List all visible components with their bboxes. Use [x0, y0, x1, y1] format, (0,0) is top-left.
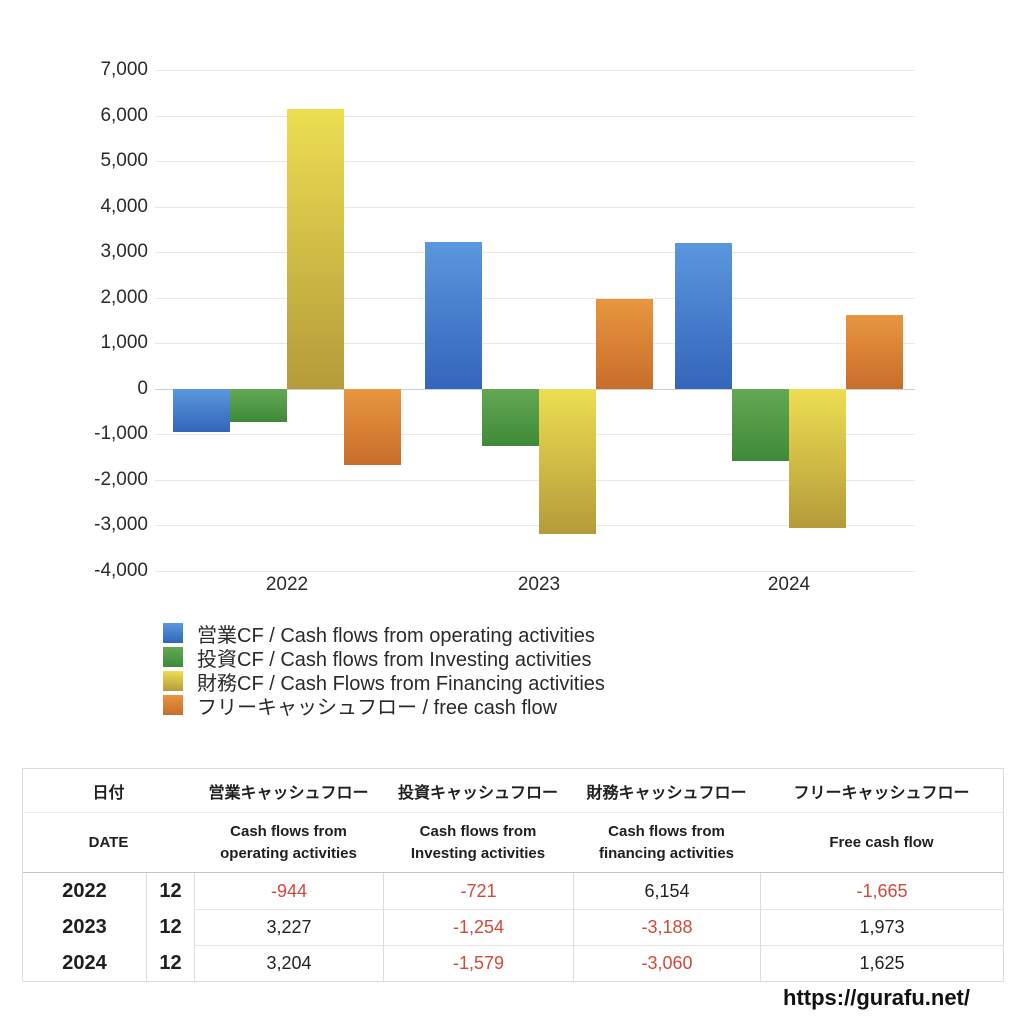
- table-value-2023-operating: 3,227: [194, 909, 383, 945]
- y-tick-label: -1,000: [94, 423, 148, 445]
- table-year-2024: 2024: [62, 951, 107, 974]
- table-value-2022-operating: -944: [194, 873, 383, 909]
- site-url-link[interactable]: https://gurafu.net/: [783, 985, 970, 1010]
- table-value-2022-financing: 6,154: [573, 873, 760, 909]
- y-tick-label: -3,000: [94, 514, 148, 536]
- table-value-2024-financing: -3,060: [573, 945, 760, 981]
- gridline: [155, 206, 915, 208]
- table-value-2024-operating: 3,204: [194, 945, 383, 981]
- y-tick-label: 6,000: [100, 104, 148, 126]
- table-value-2024-free: 1,625: [760, 945, 1003, 981]
- legend-item-operating: 営業CF / Cash flows from operating activit…: [163, 621, 605, 647]
- gridline: [155, 343, 915, 345]
- legend-swatch-free-icon: [163, 695, 183, 715]
- table-value-2023-free: 1,973: [760, 909, 1003, 945]
- gridline: [155, 571, 915, 572]
- legend-item-investing: 投資CF / Cash flows from Investing activit…: [163, 645, 605, 671]
- bar-operating-2022: [173, 388, 230, 432]
- y-tick-label: -2,000: [94, 468, 148, 490]
- table-value-2024-investing: -1,579: [383, 945, 573, 981]
- y-tick-label: 0: [137, 377, 148, 399]
- table-header-operating-jp: 営業キャッシュフロー: [194, 769, 383, 813]
- legend-label-investing: 投資CF / Cash flows from Investing activit…: [197, 648, 592, 671]
- x-tick-label-2024: 2024: [767, 574, 811, 595]
- table-value-2022-investing: -721: [383, 873, 573, 909]
- legend-label-free: フリーキャッシュフロー / free cash flow: [197, 696, 558, 719]
- bar-free-2024: [846, 314, 903, 389]
- table-month-2024: 12: [146, 945, 194, 981]
- table-year-2022: 2022: [62, 879, 107, 902]
- bar-investing-2022: [230, 388, 287, 422]
- table-header-free-en: Free cash flow: [760, 813, 1003, 873]
- table-value-2023-investing: -1,254: [383, 909, 573, 945]
- table-month-2022: 12: [146, 873, 194, 909]
- legend-swatch-operating-icon: [163, 623, 183, 643]
- chart-legend: 営業CF / Cash flows from operating activit…: [163, 621, 605, 719]
- y-tick-label: 7,000: [100, 59, 148, 80]
- x-tick-label-2023: 2023: [517, 574, 561, 595]
- table-year-2023: 2023: [62, 915, 107, 938]
- gridline: [155, 161, 915, 163]
- bar-financing-2024: [789, 388, 846, 529]
- gridline: [155, 479, 915, 481]
- bar-investing-2024: [732, 388, 789, 461]
- bar-financing-2022: [287, 108, 344, 389]
- gridline: [155, 525, 915, 527]
- table-month-2023: 12: [146, 909, 194, 945]
- cash-flow-table: 日付 営業キャッシュフロー 投資キャッシュフロー 財務キャッシュフロー フリーキ…: [22, 768, 1004, 982]
- y-tick-label: 1,000: [100, 332, 148, 354]
- table-header-date-en: DATE: [23, 813, 194, 873]
- bar-operating-2023: [425, 241, 482, 389]
- legend-label-financing: 財務CF / Cash Flows from Financing activit…: [197, 672, 605, 695]
- table-value-2022-free: -1,665: [760, 873, 1003, 909]
- plot-area: [155, 70, 915, 572]
- gridline: [155, 297, 915, 299]
- legend-swatch-financing-icon: [163, 671, 183, 691]
- table-header-investing-jp: 投資キャッシュフロー: [383, 769, 573, 813]
- y-tick-label: 4,000: [100, 195, 148, 217]
- legend-swatch-investing-icon: [163, 647, 183, 667]
- table-header-financing-jp: 財務キャッシュフロー: [573, 769, 760, 813]
- bar-investing-2023: [482, 388, 539, 446]
- bar-financing-2023: [539, 388, 596, 534]
- table-header-operating-en: Cash flows from operating activities: [194, 813, 383, 873]
- legend-item-free: フリーキャッシュフロー / free cash flow: [163, 693, 605, 719]
- table-header-date-jp: 日付: [23, 769, 194, 813]
- table-value-2023-financing: -3,188: [573, 909, 760, 945]
- gridline: [155, 115, 915, 117]
- y-tick-label: 3,000: [100, 241, 148, 263]
- legend-label-operating: 営業CF / Cash flows from operating activit…: [197, 624, 595, 647]
- table-header-financing-en: Cash flows from financing activities: [573, 813, 760, 873]
- legend-item-financing: 財務CF / Cash Flows from Financing activit…: [163, 669, 605, 695]
- y-tick-label: -4,000: [94, 560, 148, 581]
- bar-free-2022: [344, 388, 401, 465]
- x-tick-label-2022: 2022: [265, 574, 309, 595]
- y-tick-label: 2,000: [100, 286, 148, 308]
- y-tick-label: 5,000: [100, 150, 148, 172]
- table-header-free-jp: フリーキャッシュフロー: [760, 769, 1003, 813]
- bar-operating-2024: [675, 242, 732, 389]
- table-header-investing-en: Cash flows from Investing activities: [383, 813, 573, 873]
- y-axis-labels: 7,000 6,000 5,000 4,000 3,000 2,000 1,000 0 -1,0…: [30, 59, 148, 581]
- gridline: [155, 70, 915, 71]
- bar-free-2023: [596, 298, 653, 389]
- gridline: [155, 252, 915, 254]
